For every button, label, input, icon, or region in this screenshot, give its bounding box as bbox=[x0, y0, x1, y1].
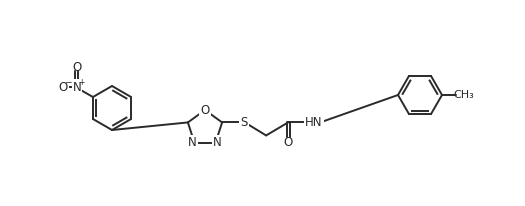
Text: O: O bbox=[201, 103, 209, 117]
Text: O: O bbox=[58, 81, 68, 94]
Text: O: O bbox=[72, 61, 81, 74]
Text: HN: HN bbox=[306, 116, 323, 129]
Text: N: N bbox=[188, 136, 197, 149]
Text: O: O bbox=[284, 136, 293, 149]
Text: N: N bbox=[213, 136, 222, 149]
Text: −: − bbox=[64, 77, 72, 87]
Text: +: + bbox=[78, 77, 84, 87]
Text: N: N bbox=[72, 81, 81, 94]
Text: S: S bbox=[240, 116, 248, 129]
Text: CH₃: CH₃ bbox=[454, 90, 475, 100]
